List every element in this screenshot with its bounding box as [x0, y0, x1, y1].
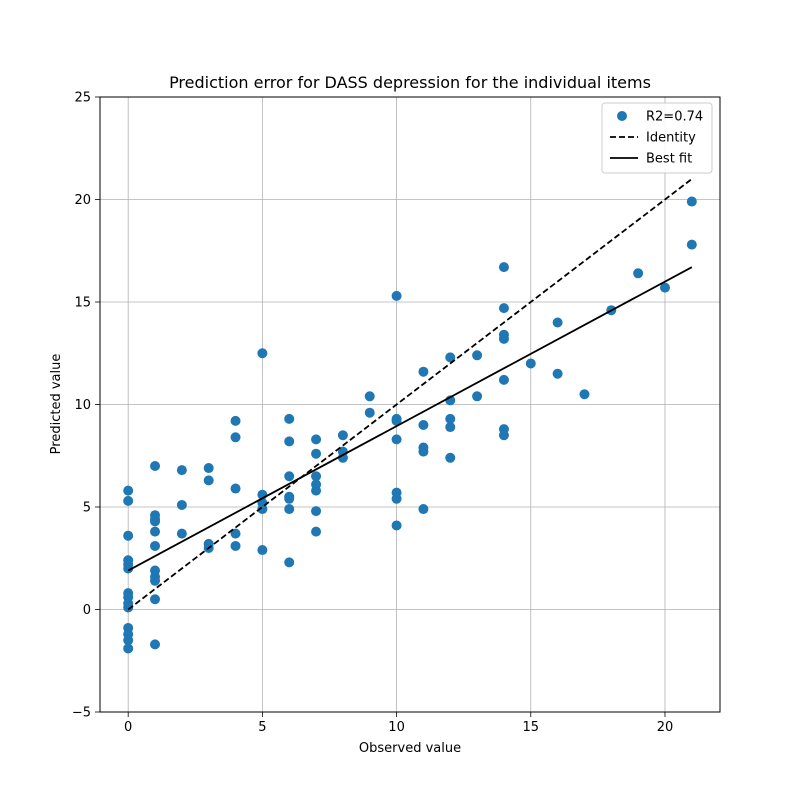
scatter-point	[418, 504, 429, 515]
scatter-point	[552, 368, 563, 379]
scatter-point	[176, 528, 187, 539]
y-axis-label: Predicted value	[49, 354, 64, 455]
scatter-point	[633, 268, 644, 279]
x-tick-label: 5	[258, 720, 266, 735]
scatter-point	[284, 504, 295, 515]
y-tick-label: 15	[74, 296, 91, 311]
scatter-point	[284, 493, 295, 504]
scatter-point	[391, 290, 402, 301]
scatter-point	[123, 530, 134, 541]
scatter-point	[123, 563, 134, 574]
scatter-point	[311, 434, 322, 445]
chart-title: Prediction error for DASS depression for…	[169, 73, 651, 92]
scatter-point	[418, 446, 429, 457]
scatter-point	[472, 391, 483, 402]
scatter-point	[659, 282, 670, 293]
scatter-point	[391, 520, 402, 531]
scatter-point	[257, 504, 268, 515]
scatter-point	[445, 422, 456, 433]
scatter-point	[257, 348, 268, 359]
scatter-point	[230, 528, 241, 539]
scatter-point	[203, 463, 214, 474]
scatter-point	[498, 262, 509, 273]
scatter-point	[284, 413, 295, 424]
y-tick-label: 0	[83, 603, 91, 618]
x-tick-label: 10	[388, 720, 405, 735]
scatter-point	[284, 436, 295, 447]
scatter-point	[445, 413, 456, 424]
scatter-point	[498, 430, 509, 441]
scatter-point	[123, 495, 134, 506]
x-tick-label: 0	[124, 720, 132, 735]
scatter-point	[150, 461, 161, 471]
scatter-point	[686, 196, 697, 207]
scatter-point	[364, 391, 375, 402]
x-tick-label: 15	[523, 720, 540, 735]
scatter-point	[150, 526, 161, 537]
y-tick-label: 10	[74, 398, 91, 413]
scatter-point	[123, 602, 134, 613]
scatter-point	[176, 499, 187, 510]
scatter-point	[311, 471, 322, 482]
legend-label: Best fit	[646, 152, 692, 167]
legend-marker-scatter	[617, 111, 627, 121]
scatter-point	[391, 415, 402, 426]
scatter-point	[418, 366, 429, 377]
scatter-point	[230, 415, 241, 426]
scatter-point	[525, 358, 536, 369]
scatter-point	[123, 643, 134, 654]
scatter-point	[230, 483, 241, 494]
x-tick-label: 20	[657, 720, 674, 735]
scatter-point	[472, 350, 483, 361]
scatter-point	[230, 432, 241, 443]
scatter-point	[176, 465, 187, 476]
scatter-point	[686, 239, 697, 250]
scatter-point	[311, 485, 322, 496]
scatter-point	[284, 557, 295, 568]
grid-lines	[100, 96, 720, 713]
legend-box	[601, 102, 713, 174]
scatter-point	[364, 407, 375, 418]
scatter-point	[150, 540, 161, 551]
scatter-point	[311, 448, 322, 459]
scatter-point	[123, 635, 134, 646]
scatter-point	[311, 526, 322, 537]
identity-line	[127, 178, 693, 611]
scatter-point	[498, 303, 509, 314]
scatter-point	[203, 475, 214, 486]
scatter-point	[230, 540, 241, 551]
scatter-point	[150, 575, 161, 586]
x-axis-label: Observed value	[359, 741, 461, 756]
scatter-point	[150, 516, 161, 527]
scatter-point	[445, 452, 456, 463]
scatter-point	[150, 594, 161, 605]
y-tick-label: 5	[83, 501, 91, 516]
scatter-point	[284, 471, 295, 482]
scatter-point	[445, 352, 456, 363]
scatter-point	[552, 317, 563, 328]
legend-label: Identity	[646, 131, 696, 146]
scatter-point	[150, 639, 161, 650]
y-tick-label: 25	[74, 91, 91, 106]
legend: R2=0.74 Identity Best fit	[601, 102, 713, 174]
scatter-point	[579, 389, 590, 400]
scatter-point	[391, 493, 402, 504]
scatter-point	[337, 430, 348, 441]
scatter-point	[498, 333, 509, 344]
y-tick-label: 20	[74, 193, 91, 208]
best-fit-line	[127, 266, 693, 572]
scatter-point	[418, 420, 429, 430]
y-tick-label: −5	[72, 706, 91, 721]
legend-label: R2=0.74	[646, 110, 703, 125]
scatter-point	[498, 374, 509, 385]
axis-ticks: 0 5 10 15 20 −5 0 5 10 15 20 25	[72, 91, 673, 736]
scatter-point	[311, 506, 322, 517]
scatter-point	[123, 485, 134, 496]
plot-series	[123, 178, 697, 654]
scatter-point	[391, 434, 402, 445]
scatter-point	[257, 545, 268, 556]
